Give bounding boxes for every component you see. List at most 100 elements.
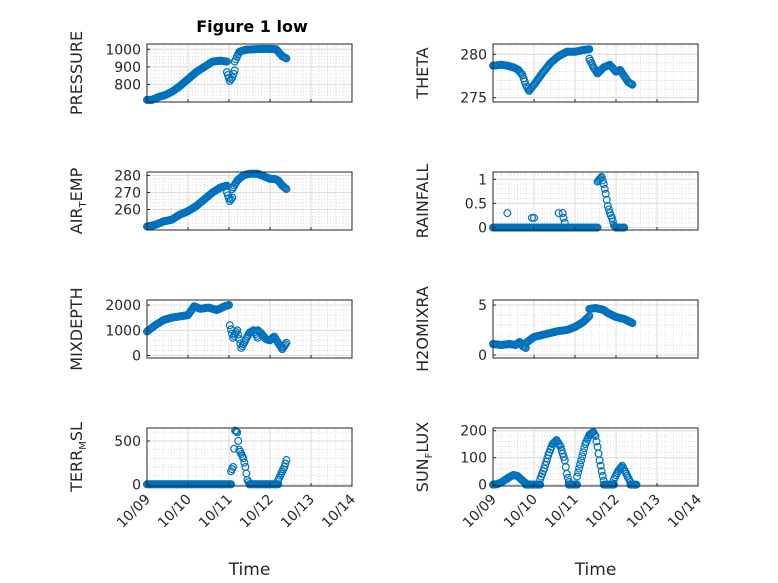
y-tick-label: 0.5 [465,196,487,212]
data-point [281,340,290,349]
x-tick-label: 10/13 [624,492,664,532]
subplot-4: 0 0.5 1 RAINFALL [413,164,699,239]
data-point [229,69,238,78]
subplot-2: 275 280 THETA [413,43,699,107]
data-point [558,209,567,218]
data-point [574,468,583,477]
data-point [517,69,526,78]
y-axis-label: RAINFALL [413,164,432,239]
data-point [585,45,594,54]
x-tick-label: 10/10 [155,492,195,532]
series-markers [143,301,291,354]
data-point [598,471,607,480]
axes-box [146,427,353,487]
data-point [607,213,616,222]
data-point [628,80,637,89]
data-point [597,467,606,476]
x-tick-label: 10/11 [542,492,582,532]
data-point [573,472,582,481]
data-point [529,213,538,222]
data-point [281,184,290,193]
axes-box [492,299,699,359]
x-tick-label: 10/09 [460,492,500,532]
y-tick-label: 1000 [105,323,141,339]
y-axis-label: H2OMIXRA [413,286,432,372]
data-point [573,480,582,489]
data-point [609,480,618,489]
x-axis-label: Time [228,560,271,580]
plot-area [147,428,352,486]
data-point [608,217,617,226]
data-point [562,469,571,478]
data-point [599,180,608,189]
data-point [596,461,605,470]
data-point [583,314,592,323]
subplot-5: 0 1000 2000 MIXDEPTH [67,287,353,371]
data-point [234,436,243,445]
data-point [280,183,289,192]
data-point [601,189,610,198]
x-tick-label: 10/13 [278,492,318,532]
data-point [576,460,585,469]
data-point [282,54,291,63]
data-point [282,185,291,194]
axes-box [492,427,699,487]
data-point [559,453,568,462]
data-point [575,464,584,473]
y-tick-label: 500 [114,434,141,450]
y-axis-label: TERRMSL [67,422,89,493]
y-axis-label: AIRTEMP [67,167,89,234]
data-point [281,459,290,468]
axes-box [492,43,699,103]
axes-box [146,171,353,231]
y-tick-label: 100 [460,451,487,467]
y-tick-label: 1 [478,172,487,188]
y-tick-label: 0 [132,477,141,493]
y-axis-label: PRESSURE [67,31,86,115]
data-point [592,437,601,446]
y-tick-label: 5 [478,298,487,314]
y-tick-label: 0 [478,221,487,237]
data-point [578,452,587,461]
data-point [231,426,240,435]
x-tick-label: 10/10 [501,492,541,532]
data-point [228,73,237,82]
y-tick-label: 280 [460,47,487,63]
x-tick-label: 10/14 [665,491,705,531]
data-point [554,209,563,218]
data-point [602,195,611,204]
y-tick-label: 260 [114,203,141,219]
series-markers [489,45,637,95]
data-point [559,213,568,222]
data-point [591,432,600,441]
series-markers [489,304,637,353]
plot-area [147,172,352,230]
data-point [240,458,249,467]
data-point [597,172,606,181]
y-tick-label: 2000 [105,298,141,314]
data-point [227,195,236,204]
data-point [603,201,612,210]
y-tick-label: 0 [478,348,487,364]
x-tick-label: 10/12 [583,492,623,532]
data-point [222,57,231,66]
x-tick-label: 10/11 [196,492,236,532]
series-markers [143,44,291,104]
y-axis-label: SUNFLUX [413,422,435,492]
data-point [620,223,629,232]
plot-area [147,44,352,102]
data-point [584,313,593,322]
data-point [598,176,607,185]
data-point [230,444,239,453]
data-point [560,218,569,227]
axes-box [146,299,353,359]
y-tick-label: 0 [132,348,141,364]
x-axis-label: Time [574,560,617,580]
data-point [229,462,238,471]
data-point [600,184,609,193]
data-point [280,462,289,471]
